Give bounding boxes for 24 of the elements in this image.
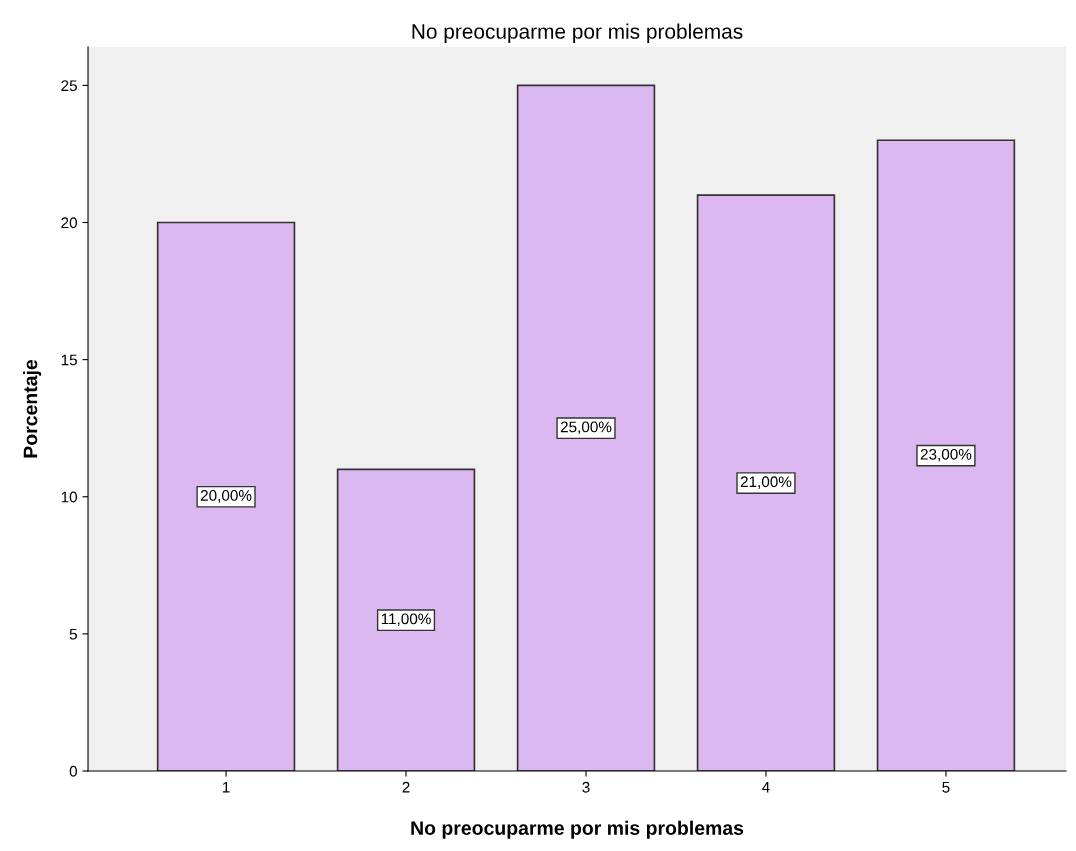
x-axis-title: No preocuparme por mis problemas bbox=[411, 820, 744, 839]
data-label: 20,00% bbox=[200, 490, 252, 503]
y-tick-label: 15 bbox=[61, 354, 77, 366]
y-tick-label: 25 bbox=[61, 80, 77, 92]
x-tick-label: 3 bbox=[582, 781, 590, 793]
data-label: 11,00% bbox=[381, 613, 431, 627]
bar bbox=[696, 194, 836, 772]
chart-title: No preocuparme por mis problemas bbox=[412, 23, 743, 43]
y-tick-label: 0 bbox=[69, 765, 77, 777]
y-axis-title: Porcentaje bbox=[23, 359, 42, 458]
bar bbox=[876, 139, 1016, 772]
x-tick-label: 2 bbox=[402, 781, 410, 793]
data-label: 23,00% bbox=[920, 448, 972, 462]
bar bbox=[156, 221, 296, 772]
data-label: 25,00% bbox=[560, 421, 612, 435]
y-tick-label: 20 bbox=[61, 217, 77, 229]
y-tick-label: 10 bbox=[61, 491, 77, 503]
y-tick-label: 5 bbox=[69, 628, 77, 640]
bar bbox=[516, 84, 656, 772]
x-tick-label: 5 bbox=[942, 781, 950, 793]
bar bbox=[336, 468, 476, 772]
x-tick-label: 1 bbox=[222, 781, 230, 793]
data-label: 21,00% bbox=[740, 476, 792, 489]
x-tick-label: 4 bbox=[762, 781, 770, 793]
